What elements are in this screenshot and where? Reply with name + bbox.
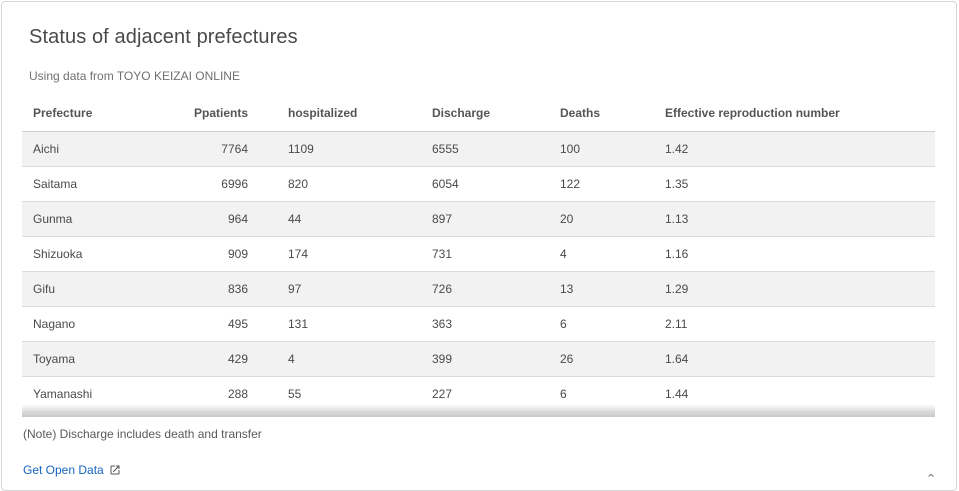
cell-deaths: 6 bbox=[549, 306, 654, 342]
table-row: Saitama 6996 820 6054 122 1.35 bbox=[22, 166, 935, 202]
cell-hospitalized: 174 bbox=[277, 236, 421, 272]
cell-hospitalized: 44 bbox=[277, 201, 421, 237]
cell-discharge: 6054 bbox=[421, 166, 549, 202]
table-row: Gunma 964 44 897 20 1.13 bbox=[22, 201, 935, 237]
cell-patients: 909 bbox=[170, 236, 277, 272]
cell-prefecture: Gunma bbox=[22, 201, 170, 237]
cell-discharge: 726 bbox=[421, 271, 549, 307]
cell-reproduction-number: 1.13 bbox=[654, 201, 935, 237]
card-title: Status of adjacent prefectures bbox=[29, 26, 298, 48]
get-open-data-link[interactable]: Get Open Data bbox=[23, 463, 121, 477]
cell-patients: 429 bbox=[170, 341, 277, 377]
cell-discharge: 897 bbox=[421, 201, 549, 237]
cell-reproduction-number: 1.29 bbox=[654, 271, 935, 307]
header-patients[interactable]: Ppatients bbox=[170, 96, 277, 132]
cell-prefecture: Nagano bbox=[22, 306, 170, 342]
cell-reproduction-number: 1.16 bbox=[654, 236, 935, 272]
header-prefecture[interactable]: Prefecture bbox=[22, 96, 170, 132]
cell-deaths: 4 bbox=[549, 236, 654, 272]
cell-deaths: 13 bbox=[549, 271, 654, 307]
cell-patients: 495 bbox=[170, 306, 277, 342]
table-row: Toyama 429 4 399 26 1.64 bbox=[22, 341, 935, 377]
chevron-icon bbox=[928, 473, 934, 478]
cell-patients: 6996 bbox=[170, 166, 277, 202]
cell-deaths: 100 bbox=[549, 131, 654, 167]
table-row: Aichi 7764 1109 6555 100 1.42 bbox=[22, 131, 935, 167]
cell-reproduction-number: 2.11 bbox=[654, 306, 935, 342]
cell-deaths: 20 bbox=[549, 201, 654, 237]
table-row: Nagano 495 131 363 6 2.11 bbox=[22, 306, 935, 342]
cell-patients: 964 bbox=[170, 201, 277, 237]
get-open-data-label: Get Open Data bbox=[23, 463, 104, 477]
prefecture-table: Prefecture Ppatients hospitalized Discha… bbox=[22, 96, 935, 412]
cell-deaths: 26 bbox=[549, 341, 654, 377]
table-header-row: Prefecture Ppatients hospitalized Discha… bbox=[22, 96, 935, 132]
cell-hospitalized: 820 bbox=[277, 166, 421, 202]
header-discharge[interactable]: Discharge bbox=[421, 96, 549, 132]
cell-prefecture: Shizuoka bbox=[22, 236, 170, 272]
cell-patients: 836 bbox=[170, 271, 277, 307]
table-row: Gifu 836 97 726 13 1.29 bbox=[22, 271, 935, 307]
cell-hospitalized: 4 bbox=[277, 341, 421, 377]
cell-deaths: 122 bbox=[549, 166, 654, 202]
header-hospitalized[interactable]: hospitalized bbox=[277, 96, 421, 132]
cell-prefecture: Saitama bbox=[22, 166, 170, 202]
data-source-subtitle: Using data from TOYO KEIZAI ONLINE bbox=[29, 69, 240, 83]
discharge-note: (Note) Discharge includes death and tran… bbox=[23, 427, 262, 441]
cell-discharge: 399 bbox=[421, 341, 549, 377]
header-effective-reproduction-number[interactable]: Effective reproduction number bbox=[654, 96, 935, 132]
header-deaths[interactable]: Deaths bbox=[549, 96, 654, 132]
cell-discharge: 363 bbox=[421, 306, 549, 342]
table-scroll-shadow bbox=[22, 404, 935, 417]
cell-discharge: 731 bbox=[421, 236, 549, 272]
cell-reproduction-number: 1.35 bbox=[654, 166, 935, 202]
cell-hospitalized: 1109 bbox=[277, 131, 421, 167]
cell-hospitalized: 131 bbox=[277, 306, 421, 342]
table-row: Shizuoka 909 174 731 4 1.16 bbox=[22, 236, 935, 272]
cell-patients: 7764 bbox=[170, 131, 277, 167]
cell-reproduction-number: 1.42 bbox=[654, 131, 935, 167]
cell-prefecture: Gifu bbox=[22, 271, 170, 307]
cell-hospitalized: 97 bbox=[277, 271, 421, 307]
cell-reproduction-number: 1.64 bbox=[654, 341, 935, 377]
cell-discharge: 6555 bbox=[421, 131, 549, 167]
cell-prefecture: Aichi bbox=[22, 131, 170, 167]
external-link-icon bbox=[110, 465, 120, 475]
cell-prefecture: Toyama bbox=[22, 341, 170, 377]
table-scroll-container[interactable]: Prefecture Ppatients hospitalized Discha… bbox=[22, 96, 935, 416]
